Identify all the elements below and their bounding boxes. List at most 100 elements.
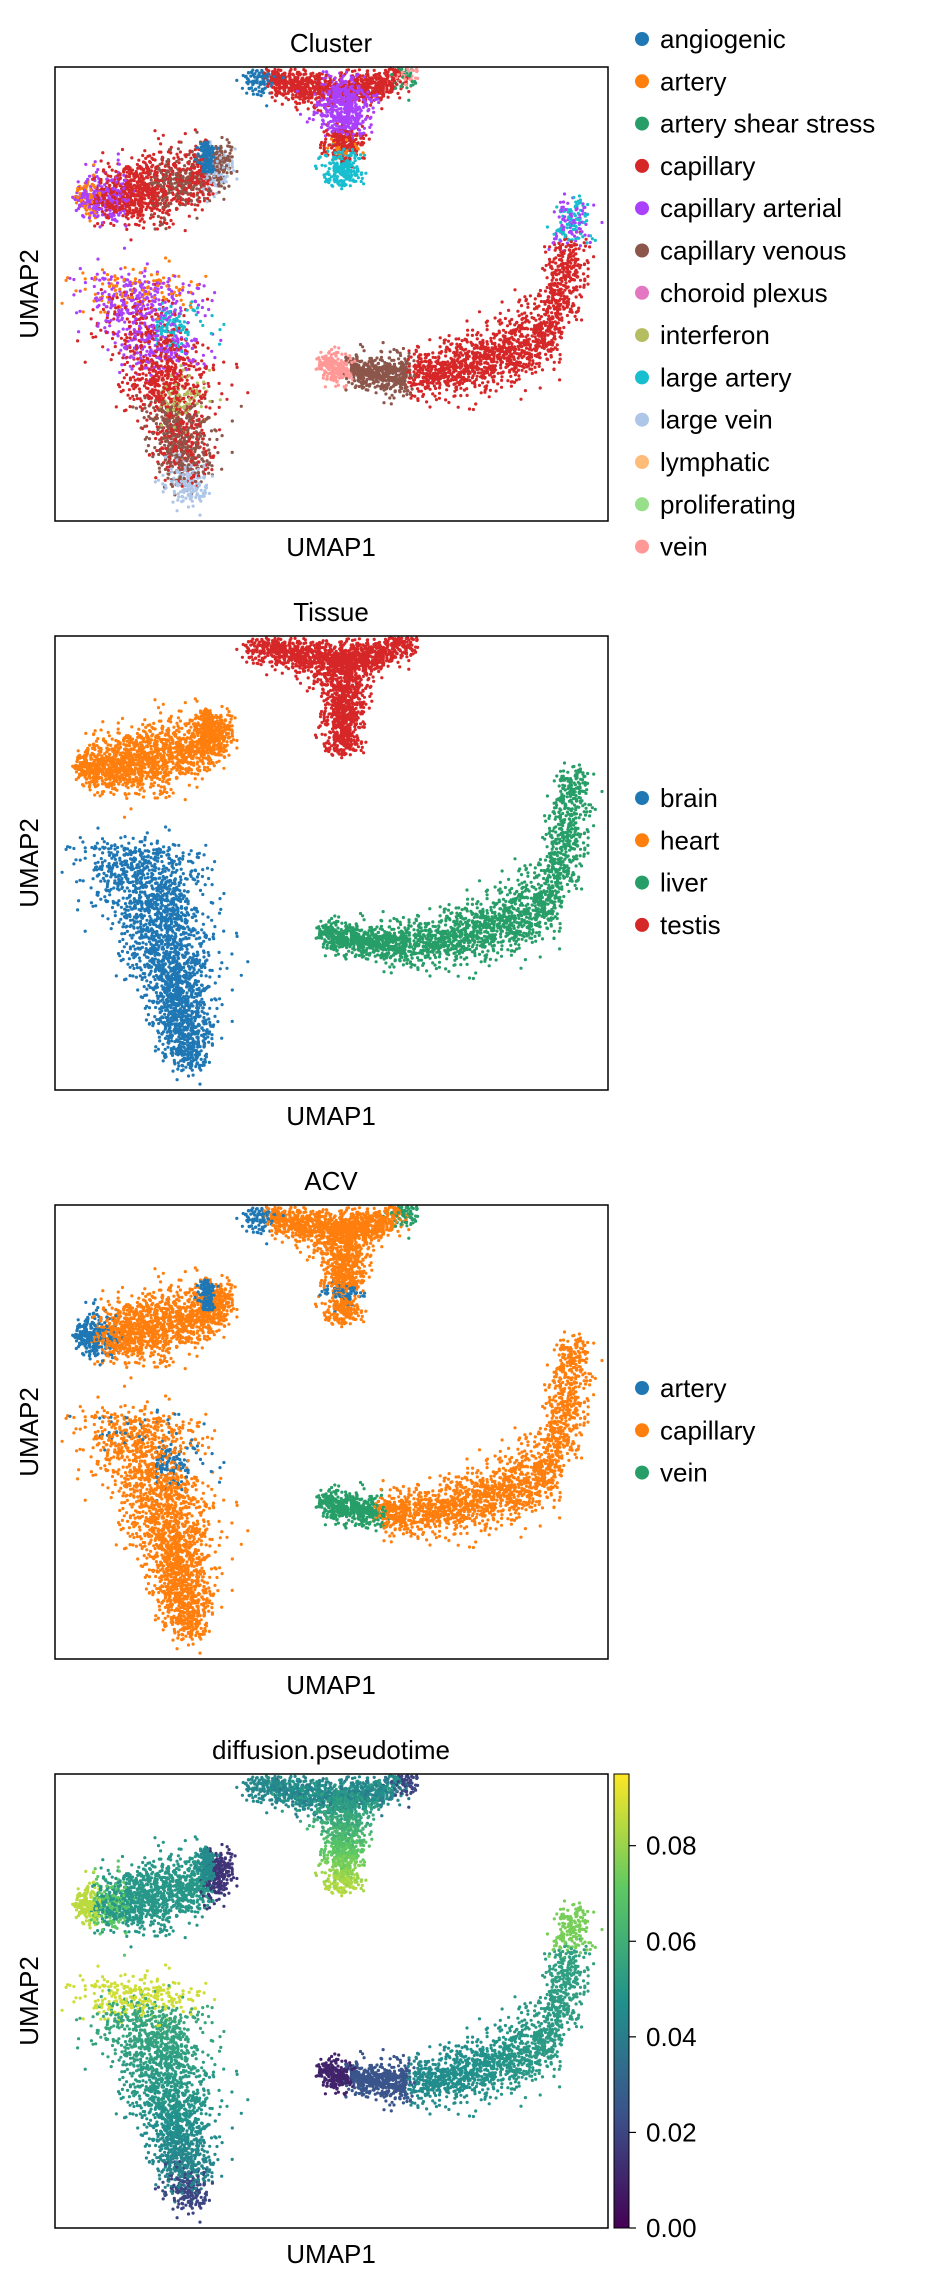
scatter-point <box>376 90 380 94</box>
scatter-point <box>357 156 361 160</box>
scatter-point <box>181 198 185 202</box>
scatter-point <box>127 175 131 179</box>
scatter-point <box>165 177 169 181</box>
scatter-point <box>146 386 150 391</box>
scatter-point <box>141 196 145 201</box>
scatter-point <box>201 299 205 303</box>
scatter-point <box>363 86 367 90</box>
scatter-point <box>390 89 394 94</box>
scatter-point <box>133 197 138 201</box>
scatter-point <box>343 116 347 120</box>
scatter-point <box>259 94 263 98</box>
scatter-point <box>298 112 303 116</box>
scatter-point <box>141 187 145 191</box>
scatter-point <box>324 85 328 89</box>
scatter-point <box>348 97 352 101</box>
scatter-point <box>342 122 346 126</box>
scatter-point <box>318 155 322 159</box>
scatter-point <box>342 179 346 183</box>
scatter-point <box>235 78 239 82</box>
scatter-point <box>200 173 204 177</box>
scatter-point <box>223 180 227 184</box>
scatter-point <box>257 71 262 75</box>
scatter-point <box>175 509 179 513</box>
scatter-point <box>177 140 181 144</box>
scatter-point <box>115 284 119 288</box>
scatter-point <box>172 177 176 181</box>
scatter-point <box>147 299 151 303</box>
scatter-point <box>341 162 346 166</box>
scatter-point <box>116 158 120 162</box>
scatter-point <box>340 187 344 191</box>
scatter-point <box>315 100 320 104</box>
scatter-point <box>364 171 368 175</box>
scatter-point <box>136 166 141 170</box>
scatter-point <box>113 196 117 200</box>
scatter-point <box>307 76 312 80</box>
scatter-point <box>403 82 408 86</box>
scatter-point <box>362 126 366 130</box>
scatter-point <box>353 159 357 163</box>
scatter-point <box>156 214 160 218</box>
scatter-point <box>343 87 347 91</box>
scatter-point <box>207 144 211 148</box>
scatter-point <box>405 86 409 90</box>
scatter-point <box>107 165 111 169</box>
scatter-point <box>279 77 283 81</box>
scatter-point <box>212 195 216 199</box>
scatter-point <box>189 364 193 368</box>
scatter-point <box>160 415 164 419</box>
scatter-point <box>380 107 384 111</box>
scatter-point <box>102 168 106 172</box>
scatter-point <box>339 71 343 75</box>
scatter-point <box>383 68 388 72</box>
scatter-point <box>200 208 204 212</box>
scatter-point <box>130 156 134 160</box>
scatter-point <box>286 91 290 95</box>
scatter-point <box>101 194 105 198</box>
scatter-point <box>348 86 353 90</box>
scatter-point <box>126 217 130 221</box>
scatter-point <box>119 336 123 340</box>
scatter-point <box>252 81 256 85</box>
scatter-point <box>369 103 373 107</box>
scatter-point <box>371 86 375 90</box>
scatter-point <box>319 98 324 102</box>
scatter-point <box>64 278 68 282</box>
scatter-point <box>157 298 161 302</box>
scatter-point <box>93 206 98 210</box>
scatter-point <box>93 160 97 164</box>
scatter-point <box>199 142 203 146</box>
scatter-point <box>178 368 182 373</box>
scatter-point <box>398 80 402 84</box>
scatter-point <box>383 79 387 83</box>
scatter-point <box>132 397 136 402</box>
scatter-point <box>95 272 99 276</box>
scatter-point <box>196 203 200 207</box>
scatter-point <box>101 151 105 155</box>
scatter-point <box>146 303 150 307</box>
scatter-point <box>123 333 128 337</box>
scatter-point <box>190 175 194 179</box>
scatter-point <box>164 227 168 231</box>
scatter-point <box>161 210 165 215</box>
scatter-point <box>283 71 287 75</box>
scatter-point <box>195 193 199 197</box>
scatter-point <box>199 488 203 492</box>
scatter-point <box>181 303 185 307</box>
scatter-point <box>216 451 220 455</box>
scatter-point <box>293 78 297 82</box>
scatter-point <box>111 353 115 357</box>
scatter-point <box>235 177 239 181</box>
scatter-point <box>379 88 383 92</box>
scatter-point <box>338 90 342 94</box>
scatter-point <box>154 166 158 171</box>
scatter-point <box>322 103 326 107</box>
scatter-point <box>317 71 322 76</box>
scatter-point <box>349 168 353 172</box>
scatter-point <box>162 216 166 220</box>
scatter-point <box>306 99 310 103</box>
scatter-point <box>118 201 122 205</box>
scatter-point <box>161 490 165 494</box>
scatter-point <box>280 102 284 106</box>
